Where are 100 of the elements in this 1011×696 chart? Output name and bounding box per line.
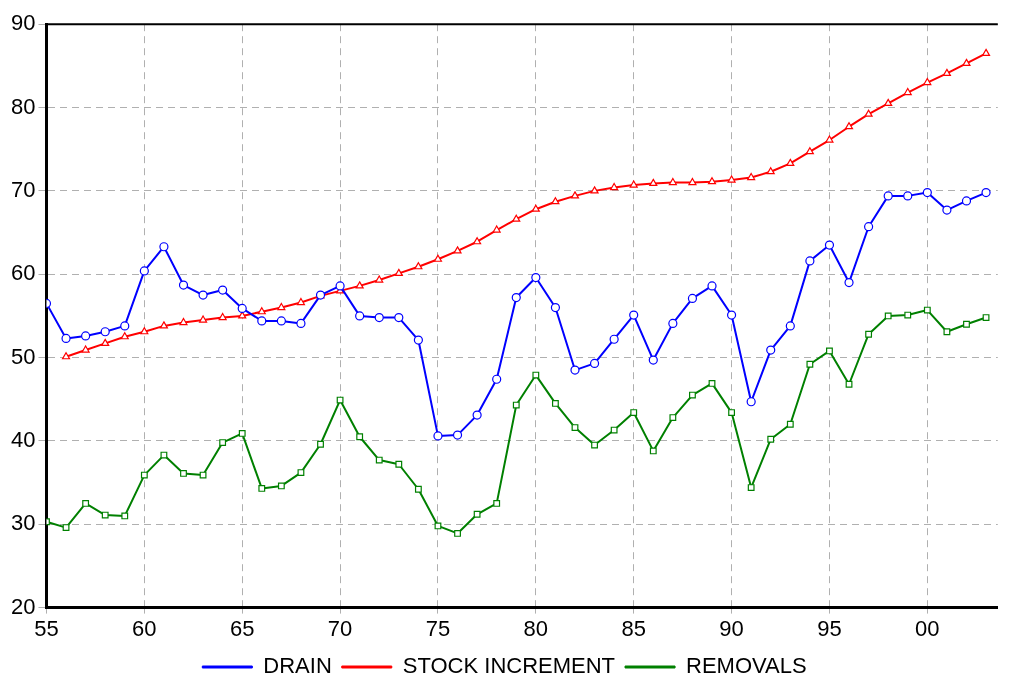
point <box>571 424 579 432</box>
point <box>81 345 90 353</box>
point <box>942 68 951 76</box>
point <box>82 499 90 507</box>
point <box>355 311 365 321</box>
point <box>668 318 678 328</box>
point <box>806 360 814 368</box>
point <box>159 242 169 252</box>
point <box>296 297 306 306</box>
point <box>550 302 561 313</box>
point <box>570 365 580 375</box>
point <box>963 320 970 328</box>
point <box>394 268 403 276</box>
point <box>120 332 129 340</box>
y-tick-label: 30 <box>10 510 36 536</box>
point <box>454 530 461 537</box>
point <box>198 290 208 300</box>
point <box>277 302 286 311</box>
point <box>943 328 951 336</box>
y-tick-label: 60 <box>10 260 36 286</box>
point <box>884 98 893 106</box>
point <box>590 186 599 194</box>
point <box>805 147 814 155</box>
point <box>413 335 423 345</box>
point <box>531 272 541 283</box>
point <box>199 471 207 479</box>
point <box>180 469 187 477</box>
point <box>903 191 913 201</box>
point <box>982 314 990 321</box>
point <box>687 293 698 303</box>
point <box>531 204 540 212</box>
point <box>668 177 677 186</box>
point <box>61 333 71 343</box>
point <box>178 280 189 290</box>
x-tick-label: 75 <box>425 615 451 641</box>
x-tick-label: 85 <box>621 615 646 641</box>
point <box>237 303 247 313</box>
x-tick-label: 80 <box>523 615 549 641</box>
y-tick-label: 40 <box>10 426 36 452</box>
point <box>864 109 873 117</box>
x-tick-label: 95 <box>817 615 842 641</box>
point <box>473 237 482 245</box>
point <box>179 317 188 326</box>
point <box>589 358 600 369</box>
point <box>727 175 736 183</box>
point <box>551 399 559 407</box>
x-tick-label: 55 <box>34 615 59 641</box>
point <box>707 177 717 185</box>
point <box>864 222 874 232</box>
point <box>140 327 149 335</box>
point <box>747 484 755 492</box>
point <box>922 187 932 198</box>
x-tick-label: 00 <box>915 615 940 641</box>
point <box>492 225 501 233</box>
x-tick-label: 70 <box>327 615 353 641</box>
point <box>629 310 639 320</box>
point <box>845 380 853 388</box>
point <box>785 321 795 331</box>
point <box>767 435 775 443</box>
point <box>610 182 619 191</box>
point <box>219 439 227 447</box>
point <box>336 396 344 404</box>
point <box>629 180 638 188</box>
point <box>238 311 247 319</box>
point <box>923 306 931 314</box>
point <box>708 379 716 387</box>
point <box>375 456 383 464</box>
point <box>218 312 227 321</box>
point <box>903 87 912 96</box>
point <box>805 256 815 266</box>
point <box>962 58 971 66</box>
point <box>453 246 462 254</box>
point <box>904 311 912 319</box>
point <box>609 334 619 344</box>
point <box>120 321 130 331</box>
point <box>375 275 384 283</box>
y-tick-label: 80 <box>10 93 36 119</box>
point <box>747 172 756 181</box>
x-tick-label: 60 <box>132 615 157 641</box>
point <box>335 281 345 291</box>
point <box>786 420 794 428</box>
point <box>276 316 286 326</box>
point <box>649 447 657 455</box>
point <box>630 409 638 417</box>
point <box>981 48 991 56</box>
point <box>942 205 952 215</box>
point <box>825 135 834 143</box>
point <box>884 312 892 320</box>
point <box>355 281 364 289</box>
point <box>512 214 521 222</box>
point <box>434 522 442 530</box>
point <box>277 482 285 490</box>
point <box>414 485 422 493</box>
point <box>356 433 364 441</box>
point <box>824 240 835 250</box>
y-tick-label: 70 <box>10 176 36 202</box>
point <box>786 158 795 166</box>
point <box>707 281 717 291</box>
point <box>61 352 71 360</box>
point <box>728 409 736 417</box>
